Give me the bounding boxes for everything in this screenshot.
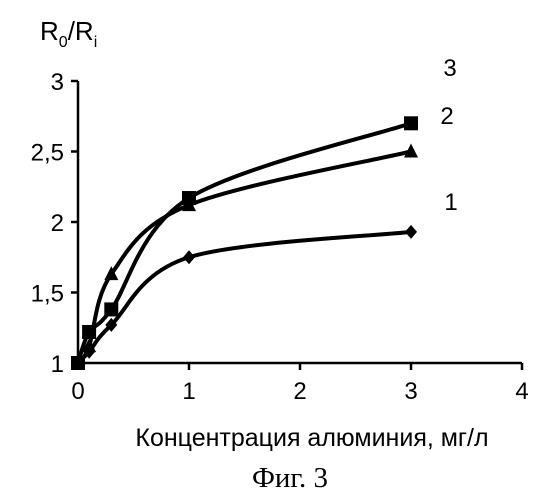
series-label-3: 3 <box>443 55 456 82</box>
series-2-point <box>182 191 196 205</box>
x-tick-label: 4 <box>515 378 528 405</box>
y-label-sub-0: 0 <box>59 34 68 51</box>
y-label-r: R <box>40 16 59 46</box>
series-labels: 1 2 3 <box>440 55 457 216</box>
x-tick-label: 1 <box>182 378 195 405</box>
x-axis-label: Концентрация алюминия, мг/л <box>135 424 488 452</box>
series-2-point <box>404 116 418 130</box>
series-3-line <box>78 152 411 364</box>
figure-caption: Фиг. 3 <box>252 462 328 494</box>
y-tick-label: 2,5 <box>31 140 64 167</box>
y-label-slash-r: /R <box>68 16 94 46</box>
series-label-1: 1 <box>444 189 457 216</box>
y-tick-label: 3 <box>51 69 64 96</box>
y-axis-label: R0/Ri <box>40 16 97 51</box>
x-tick-label: 2 <box>293 378 306 405</box>
svg-text:R0/Ri: R0/Ri <box>40 16 97 51</box>
series-3-point <box>404 144 418 158</box>
y-tick-label: 1,5 <box>31 281 64 308</box>
series-2-point <box>104 302 118 316</box>
x-tick-label: 0 <box>71 378 84 405</box>
series-2-point <box>82 325 96 339</box>
y-tick-label: 2 <box>51 210 64 237</box>
series-2-line <box>78 123 411 363</box>
series-1-point <box>405 225 417 239</box>
series-1-point <box>183 250 195 264</box>
y-tick-label: 1 <box>51 351 64 378</box>
x-tick-label: 3 <box>404 378 417 405</box>
series-label-2: 2 <box>440 103 453 130</box>
axes: 11,522,5301234 <box>31 69 529 405</box>
series-2-point <box>71 356 85 370</box>
series-layer <box>71 116 418 370</box>
y-label-sub-i: i <box>94 34 98 51</box>
